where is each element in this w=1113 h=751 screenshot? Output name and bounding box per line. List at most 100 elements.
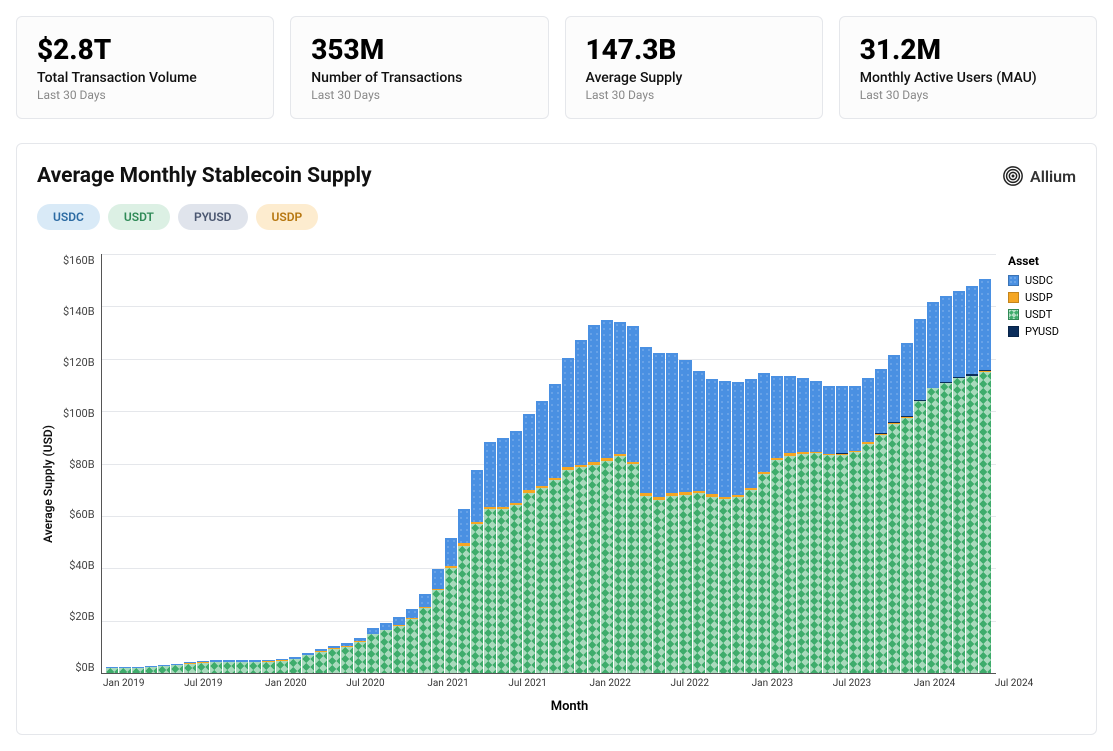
bar-seg-usdc	[445, 538, 457, 566]
x-axis-ticks: Jan 2019Jul 2019Jan 2020Jul 2020Jan 2021…	[63, 678, 1076, 689]
bar-seg-usdc	[588, 325, 600, 462]
bar-seg-usdt	[979, 372, 991, 673]
bar-seg-usdc	[549, 384, 561, 478]
bar-2023-02	[744, 379, 757, 673]
bar-2019-05	[158, 665, 171, 673]
bar-seg-usdt	[471, 524, 483, 673]
bar-seg-usdc	[940, 296, 952, 382]
legend-item-pyusd: PYUSD	[1008, 325, 1076, 338]
bar-seg-usdc	[966, 286, 978, 374]
bar-seg-usdt	[145, 667, 157, 673]
bar-seg-usdt	[693, 493, 705, 673]
bar-2022-12	[718, 381, 731, 673]
bar-seg-usdc	[771, 376, 783, 458]
y-axis-label: Average Supply (USD)	[37, 254, 55, 714]
bar-seg-usdc	[367, 628, 379, 634]
bar-seg-usdc	[810, 381, 822, 452]
stat-period: Last 30 Days	[586, 88, 802, 102]
bar-seg-usdc	[562, 358, 574, 467]
filter-pill-usdp[interactable]: USDP	[256, 204, 319, 230]
stat-value: 31.2M	[860, 33, 1076, 66]
bar-2023-11	[861, 378, 874, 673]
legend: Asset USDCUSDPUSDTPYUSD	[996, 254, 1076, 674]
bar-seg-usdc	[419, 594, 431, 608]
bar-seg-usdt	[119, 668, 131, 673]
bar-2019-01	[106, 667, 119, 673]
bar-2024-05	[940, 296, 953, 673]
filter-pill-pyusd[interactable]: PYUSD	[178, 204, 248, 230]
legend-item-usdt: USDT	[1008, 308, 1076, 321]
bar-seg-usdc	[784, 376, 796, 454]
filter-pill-usdt[interactable]: USDT	[108, 204, 170, 230]
bar-seg-usdt	[315, 652, 327, 673]
bar-2023-04	[770, 376, 783, 673]
bar-2019-10	[223, 660, 236, 673]
bar-2019-03	[132, 667, 145, 673]
stat-label: Number of Transactions	[311, 70, 527, 86]
bar-seg-usdt	[614, 456, 626, 673]
bar-2020-11	[392, 617, 405, 673]
chart-plot-area	[101, 254, 996, 674]
bar-seg-usdt	[536, 488, 548, 673]
y-axis-ticks: $160B$140B$120B$100B$80B$60B$40B$20B$0B	[63, 254, 101, 674]
stat-period: Last 30 Days	[37, 88, 253, 102]
bar-seg-usdc	[640, 347, 652, 493]
bar-2020-06	[327, 646, 340, 673]
bar-2020-07	[340, 643, 353, 673]
bar-seg-usdc	[666, 353, 678, 493]
bar-seg-usdt	[458, 546, 470, 673]
bar-seg-usdt	[223, 662, 235, 673]
bar-2021-07	[497, 438, 510, 673]
bar-seg-usdc	[393, 617, 405, 625]
stat-card-3: 31.2M Monthly Active Users (MAU) Last 30…	[839, 16, 1097, 119]
bar-seg-usdt	[601, 461, 613, 673]
filter-pill-usdc[interactable]: USDC	[37, 204, 100, 230]
bar-seg-usdc	[601, 320, 613, 458]
stat-card-2: 147.3B Average Supply Last 30 Days	[565, 16, 823, 119]
bar-2021-11	[549, 384, 562, 673]
bar-seg-usdc	[341, 643, 353, 646]
bar-seg-usdt	[210, 662, 222, 673]
brand-allium: Allium	[1002, 165, 1076, 187]
bar-seg-usdc	[380, 623, 392, 630]
bar-seg-usdt	[419, 608, 431, 673]
bar-seg-usdt	[862, 444, 874, 673]
bar-seg-usdt	[132, 668, 144, 673]
bar-2021-04	[457, 509, 470, 673]
bar-seg-usdc	[614, 322, 626, 453]
bar-seg-usdt	[562, 470, 574, 673]
bar-seg-usdt	[445, 568, 457, 673]
bar-seg-usdt	[745, 490, 757, 673]
bar-seg-usdc	[354, 638, 366, 641]
bar-seg-usdt	[966, 376, 978, 673]
stat-card-1: 353M Number of Transactions Last 30 Days	[290, 16, 548, 119]
bar-2024-06	[953, 291, 966, 673]
bar-seg-usdt	[758, 474, 770, 674]
bar-2024-07	[966, 286, 979, 673]
bar-seg-usdc	[732, 382, 744, 495]
bar-seg-usdt	[784, 456, 796, 673]
bar-2022-10	[692, 371, 705, 673]
bar-2021-01	[418, 594, 431, 673]
bar-2022-06	[640, 347, 653, 673]
bar-2019-04	[145, 666, 158, 673]
legend-title: Asset	[1008, 254, 1076, 268]
bar-2024-01	[887, 355, 900, 673]
bar-2023-06	[796, 378, 809, 673]
bar-seg-usdt	[640, 496, 652, 673]
bar-2019-06	[171, 664, 184, 673]
bar-seg-usdt	[393, 626, 405, 674]
bar-seg-usdc	[523, 414, 535, 490]
bar-2021-02	[431, 569, 444, 673]
bar-2023-05	[783, 376, 796, 673]
bar-seg-usdc	[901, 343, 913, 416]
bar-seg-usdt	[849, 452, 861, 673]
allium-icon	[1002, 165, 1024, 187]
bar-seg-usdt	[484, 509, 496, 673]
bar-seg-usdt	[914, 401, 926, 673]
bar-2023-07	[809, 381, 822, 673]
bar-2020-12	[405, 609, 418, 673]
bar-2022-07	[653, 353, 666, 673]
bar-2022-11	[705, 379, 718, 673]
bar-seg-usdc	[510, 431, 522, 503]
